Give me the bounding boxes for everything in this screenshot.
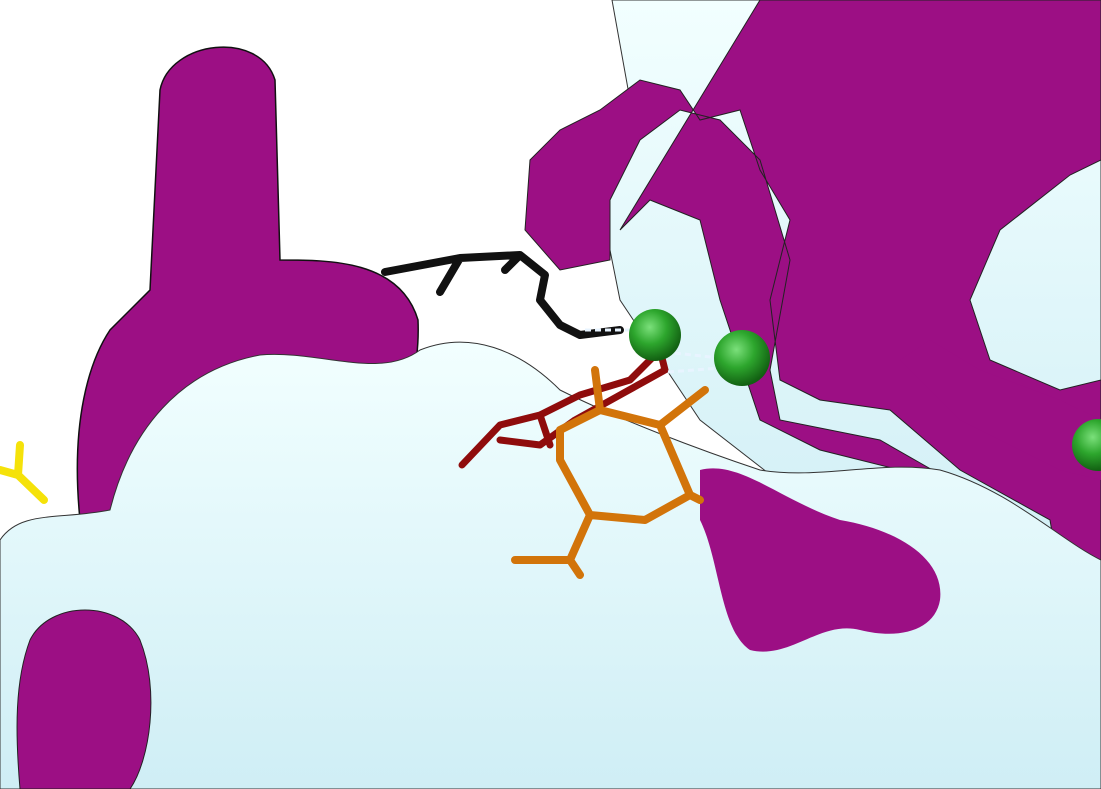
- ligand-yellow: [0, 441, 48, 504]
- surface-magenta-stripe: [900, 340, 1101, 480]
- ion-sphere: [714, 330, 770, 386]
- surface-magenta-bottom: [16, 609, 152, 789]
- surface-light-main: [0, 341, 1101, 789]
- ligand-orange: [511, 366, 709, 579]
- surface-magenta-mid: [700, 468, 941, 652]
- ligand-black: [381, 251, 624, 339]
- ion-sphere: [1072, 419, 1101, 471]
- ion-sphere: [629, 309, 681, 361]
